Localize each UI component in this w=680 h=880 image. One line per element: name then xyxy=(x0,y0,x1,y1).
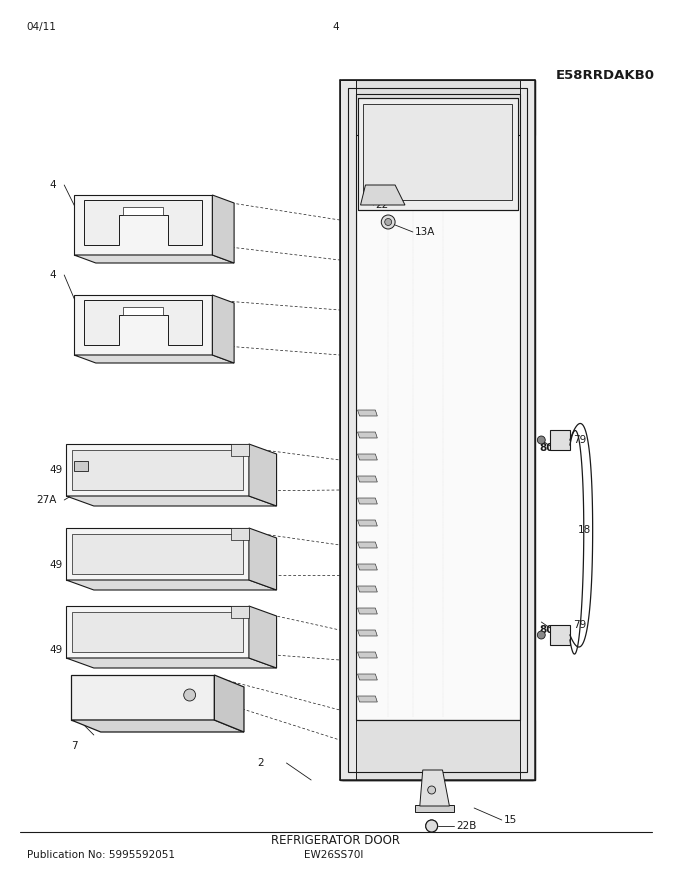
Text: 4: 4 xyxy=(50,180,56,190)
Text: REFRIGERATOR DOOR: REFRIGERATOR DOOR xyxy=(271,833,401,847)
Polygon shape xyxy=(520,80,535,780)
Polygon shape xyxy=(550,625,570,645)
Text: 7: 7 xyxy=(71,741,78,751)
Polygon shape xyxy=(66,444,249,496)
Circle shape xyxy=(428,823,435,829)
Polygon shape xyxy=(231,444,249,456)
Polygon shape xyxy=(66,496,277,506)
Polygon shape xyxy=(358,498,377,504)
Text: EW26SS70I: EW26SS70I xyxy=(304,850,364,860)
Polygon shape xyxy=(358,98,517,210)
Polygon shape xyxy=(66,580,277,590)
Text: 4: 4 xyxy=(333,22,339,32)
Circle shape xyxy=(381,215,395,229)
Polygon shape xyxy=(74,195,212,255)
Polygon shape xyxy=(358,696,377,702)
Polygon shape xyxy=(231,606,249,618)
Polygon shape xyxy=(72,612,243,652)
Polygon shape xyxy=(66,606,249,658)
Polygon shape xyxy=(420,770,449,806)
Polygon shape xyxy=(212,195,234,263)
Polygon shape xyxy=(358,586,377,592)
Circle shape xyxy=(537,436,545,444)
Polygon shape xyxy=(364,104,511,200)
Text: 4: 4 xyxy=(50,270,56,280)
Circle shape xyxy=(428,786,436,794)
Polygon shape xyxy=(84,200,203,245)
Polygon shape xyxy=(340,720,535,780)
Polygon shape xyxy=(358,476,377,482)
Circle shape xyxy=(426,820,437,832)
Circle shape xyxy=(537,631,545,639)
Polygon shape xyxy=(124,307,163,315)
Polygon shape xyxy=(231,528,249,540)
Polygon shape xyxy=(72,534,243,574)
Polygon shape xyxy=(249,444,277,506)
Text: 80: 80 xyxy=(539,625,554,635)
Text: 22: 22 xyxy=(375,200,388,210)
Text: 79: 79 xyxy=(573,435,586,445)
Text: E58RRDAKB0: E58RRDAKB0 xyxy=(556,69,655,82)
Text: 15: 15 xyxy=(504,815,517,825)
Text: 21A: 21A xyxy=(415,190,435,200)
Polygon shape xyxy=(74,295,212,355)
Polygon shape xyxy=(360,185,405,205)
Polygon shape xyxy=(550,430,570,450)
Text: 13A: 13A xyxy=(415,227,435,237)
Polygon shape xyxy=(74,461,88,471)
Polygon shape xyxy=(415,805,454,812)
Text: Publication No: 5995592051: Publication No: 5995592051 xyxy=(27,850,175,860)
Polygon shape xyxy=(124,207,163,215)
Polygon shape xyxy=(66,658,277,668)
Text: 79: 79 xyxy=(573,620,586,630)
Polygon shape xyxy=(214,675,244,732)
Circle shape xyxy=(385,218,392,225)
Polygon shape xyxy=(340,80,535,135)
Polygon shape xyxy=(358,652,377,658)
Polygon shape xyxy=(356,94,520,720)
Polygon shape xyxy=(358,608,377,614)
Polygon shape xyxy=(74,255,234,263)
Text: 49: 49 xyxy=(50,560,63,570)
Polygon shape xyxy=(358,542,377,548)
Text: 2: 2 xyxy=(257,758,263,768)
Polygon shape xyxy=(342,80,533,780)
Polygon shape xyxy=(84,300,203,345)
Text: 04/11: 04/11 xyxy=(27,22,56,32)
Polygon shape xyxy=(358,564,377,570)
Polygon shape xyxy=(340,80,535,780)
Text: 49: 49 xyxy=(50,465,63,475)
Polygon shape xyxy=(74,355,234,363)
Polygon shape xyxy=(249,606,277,668)
Text: 49: 49 xyxy=(50,645,63,655)
Polygon shape xyxy=(72,450,243,490)
Polygon shape xyxy=(340,80,356,780)
Polygon shape xyxy=(66,528,249,580)
Circle shape xyxy=(426,820,437,832)
Text: 27A: 27A xyxy=(37,495,57,505)
Text: 18: 18 xyxy=(578,525,591,535)
Circle shape xyxy=(184,689,196,701)
Text: 22B: 22B xyxy=(456,821,477,831)
Circle shape xyxy=(375,191,382,199)
Polygon shape xyxy=(358,454,377,460)
Polygon shape xyxy=(71,720,244,732)
Polygon shape xyxy=(358,630,377,636)
Polygon shape xyxy=(358,432,377,438)
Polygon shape xyxy=(358,674,377,680)
Text: 80: 80 xyxy=(539,443,554,453)
Polygon shape xyxy=(358,410,377,416)
Polygon shape xyxy=(358,520,377,526)
Polygon shape xyxy=(212,295,234,363)
Polygon shape xyxy=(249,528,277,590)
Circle shape xyxy=(371,187,386,203)
Polygon shape xyxy=(71,675,214,720)
Circle shape xyxy=(77,462,85,470)
